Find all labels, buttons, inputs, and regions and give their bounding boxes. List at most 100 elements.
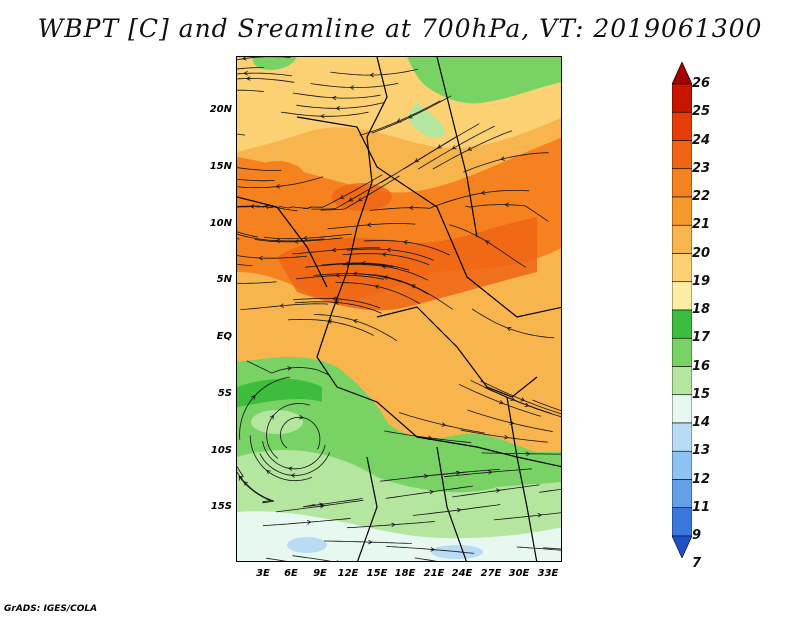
streamline-arrow xyxy=(327,319,333,324)
streamline xyxy=(294,301,382,314)
streamline xyxy=(471,308,555,339)
streamline xyxy=(262,518,351,527)
streamline-arrow xyxy=(349,85,354,90)
colorbar-bottom-arrow xyxy=(672,535,692,558)
streamline-arrow xyxy=(402,240,408,245)
colorbar-swatch xyxy=(672,168,692,198)
streamline xyxy=(237,281,277,284)
streamline xyxy=(237,205,298,212)
streamline-arrow xyxy=(396,118,402,123)
streamline xyxy=(399,412,485,434)
streamline-arrow xyxy=(484,240,490,245)
streamline xyxy=(313,273,401,283)
streamline xyxy=(373,274,454,310)
streamline xyxy=(237,263,253,266)
colorbar-label: 22 xyxy=(692,189,711,204)
colorbar-label: 7 xyxy=(692,556,702,572)
streamline-arrow xyxy=(275,238,281,244)
streamline-arrow xyxy=(504,202,509,207)
streamline-arrow xyxy=(408,205,414,210)
streamline-arrow xyxy=(467,146,473,151)
streamline-arrow xyxy=(245,76,251,81)
colorbar-label: 23 xyxy=(692,160,711,176)
colorbar-swatch xyxy=(672,111,692,141)
streamline-arrow xyxy=(302,235,308,241)
lon-label-30e: 30E xyxy=(508,568,530,579)
streamline xyxy=(465,204,549,222)
streamline-arrow xyxy=(374,284,380,289)
colorbar-swatch xyxy=(672,422,692,452)
figure-title: WBPT [C] and Sreamline at 700hPa, VT: 20… xyxy=(37,14,763,43)
streamline xyxy=(292,92,381,99)
streamline-arrow xyxy=(456,507,462,513)
streamline xyxy=(324,540,412,544)
lat-label-15s: 15S xyxy=(210,501,232,512)
streamline-arrow xyxy=(266,469,271,475)
streamline xyxy=(493,512,561,521)
colorbar-label: 14 xyxy=(692,415,711,430)
streamline-arrow xyxy=(504,434,509,440)
streamline-arrow xyxy=(430,547,436,552)
colorbar-swatch xyxy=(672,309,692,339)
streamline-arrow xyxy=(243,481,249,486)
streamline xyxy=(458,383,542,417)
streamline-arrow xyxy=(331,95,337,101)
streamline-arrow xyxy=(361,260,366,266)
colorbar-swatch xyxy=(672,479,692,509)
lon-label-15e: 15E xyxy=(366,568,388,579)
border-line xyxy=(336,386,561,468)
lon-label-9e: 9E xyxy=(313,568,327,579)
streamline-arrow xyxy=(332,296,337,302)
streamline-arrow xyxy=(352,271,358,277)
wbpt-streamline-map xyxy=(237,57,561,561)
streamline xyxy=(321,262,410,271)
orange-spot xyxy=(249,161,305,193)
lon-label-12e: 12E xyxy=(337,568,359,579)
streamline xyxy=(386,545,475,554)
border-line xyxy=(506,396,538,561)
streamline-arrow xyxy=(299,414,304,420)
streamline xyxy=(359,100,441,136)
streamline-arrow xyxy=(487,470,493,475)
lon-label-18e: 18E xyxy=(394,568,416,579)
streamline-arrow xyxy=(429,489,435,495)
streamline-arrow xyxy=(451,145,457,150)
streamline xyxy=(342,264,429,281)
streamline-arrow xyxy=(498,400,504,405)
streamline-arrow xyxy=(319,114,325,119)
colorbar-swatch xyxy=(672,394,692,424)
streamline xyxy=(237,89,265,92)
streamline-arrow xyxy=(381,252,387,257)
streamline xyxy=(237,57,291,61)
streamline-arrow xyxy=(352,319,358,324)
lat-label-5s: 5S xyxy=(217,388,232,399)
streamline-arrow xyxy=(331,247,337,253)
streamline xyxy=(414,557,438,561)
streamline xyxy=(280,111,369,117)
streamline xyxy=(237,465,272,503)
streamline-arrow xyxy=(287,366,292,371)
streamline-arrow xyxy=(526,451,531,457)
border-line xyxy=(296,116,561,318)
border-line xyxy=(436,446,467,561)
streamline xyxy=(543,547,561,550)
colorbar-label: 21 xyxy=(692,217,711,233)
streamline-arrow xyxy=(500,156,506,161)
colorbar-label: 19 xyxy=(692,273,711,289)
colorbar-label: 12 xyxy=(692,471,711,487)
streamline xyxy=(342,253,430,266)
border-line xyxy=(316,57,388,388)
border-line xyxy=(357,456,378,561)
lon-label-6e: 6E xyxy=(284,568,298,579)
colorbar-label: 11 xyxy=(692,499,711,515)
streamline xyxy=(330,68,418,76)
streamline xyxy=(412,504,501,516)
streamline xyxy=(266,402,310,459)
colorbar-label: 20 xyxy=(692,245,711,261)
streamline xyxy=(444,468,532,478)
streamline xyxy=(246,360,330,376)
streamline-arrow xyxy=(348,197,354,202)
streamline xyxy=(327,223,416,230)
streamline xyxy=(237,72,293,77)
streamline xyxy=(237,176,324,188)
